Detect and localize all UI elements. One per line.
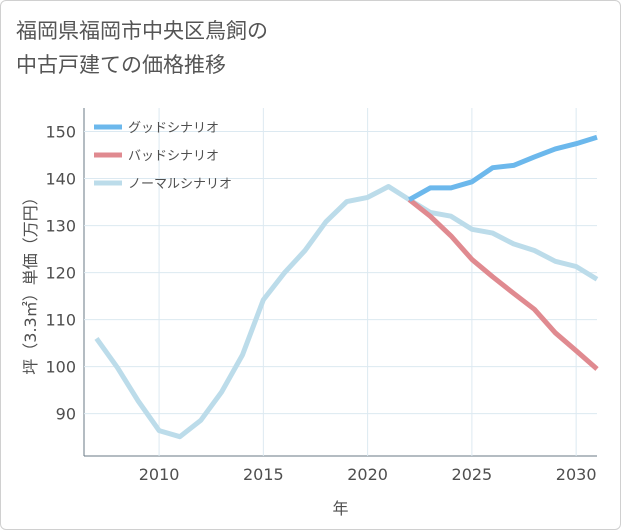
x-tick-label: 2010 xyxy=(139,465,180,484)
y-tick-label: 120 xyxy=(45,264,76,283)
series-lines xyxy=(94,134,599,440)
legend-label-0: グッドシナリオ xyxy=(128,121,219,136)
x-axis-label: 年 xyxy=(332,499,348,518)
chart-title-line-1: 福岡県福岡市中央区鳥飼の xyxy=(16,19,268,43)
chart-title: 福岡県福岡市中央区鳥飼の 中古戸建ての価格推移 xyxy=(16,14,268,82)
chart-title-line-2: 中古戸建ての価格推移 xyxy=(16,53,226,77)
grid xyxy=(83,108,597,457)
y-tick-label: 110 xyxy=(45,311,76,330)
y-axis-label: 坪（3.3㎡）単価（万円） xyxy=(21,189,40,374)
tick-labels: 90 100 110 120 130 140 150 2010 2015 2020 2025 2030 xyxy=(45,123,596,484)
x-tick-label: 2030 xyxy=(556,465,597,484)
y-tick-label: 90 xyxy=(56,405,76,424)
legend-label-2: ノーマルシナリオ xyxy=(128,177,232,192)
x-tick-label: 2025 xyxy=(452,465,493,484)
y-tick-label: 100 xyxy=(45,358,76,377)
legend-label-1: バッドシナリオ xyxy=(128,149,219,164)
y-tick-label: 140 xyxy=(45,170,76,189)
y-tick-label: 130 xyxy=(45,217,76,236)
x-tick-label: 2020 xyxy=(347,465,388,484)
series-line-2 xyxy=(94,184,599,440)
x-tick-label: 2015 xyxy=(243,465,284,484)
series-line-0 xyxy=(408,134,598,202)
series-line-1 xyxy=(407,197,599,371)
y-tick-label: 150 xyxy=(45,123,76,142)
